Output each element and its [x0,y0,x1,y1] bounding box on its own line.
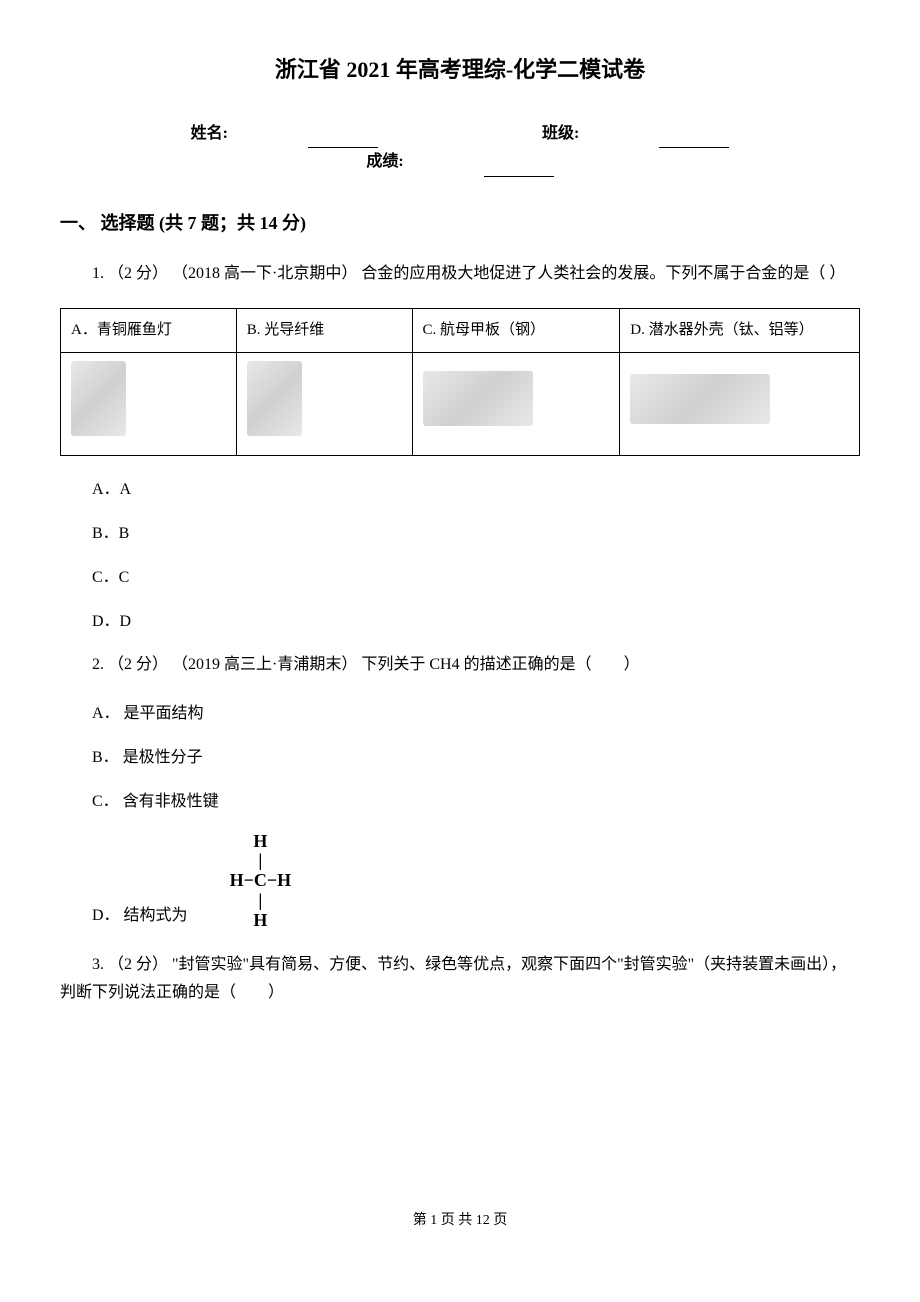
table-header-d: D. 潜水器外壳（钛、铝等） [620,309,860,353]
q1-option-c: C．C [60,564,860,593]
table-header-b: B. 光导纤维 [236,309,412,353]
question-1: 1. （2 分） （2018 高一下·北京期中） 合金的应用极大地促进了人类社会… [60,260,860,289]
q1-option-a: A．A [60,476,860,505]
score-underline [484,161,554,177]
header-fields: 姓名: 班级: 成绩: [60,120,860,178]
q2-option-d: D． 结构式为 H | H−C−H | H [60,832,860,931]
page-footer: 第 1 页 共 12 页 [60,1208,860,1233]
formula-top: H [198,832,292,852]
formula-top-bond: | [198,851,292,871]
q2-option-c: C． 含有非极性键 [60,788,860,817]
q2-text: 下列关于 CH4 的描述正确的是（ ） [361,656,639,673]
formula-bot: H [198,911,292,931]
name-label: 姓名: [191,120,228,149]
bronze-lamp-image [71,361,126,436]
table-image-cell-b [236,353,412,456]
name-field: 姓名: [151,120,418,149]
question-2: 2. （2 分） （2019 高三上·青浦期末） 下列关于 CH4 的描述正确的… [60,651,860,680]
q1-number: 1. [92,265,104,282]
q1-options-table: A．青铜雁鱼灯 B. 光导纤维 C. 航母甲板（钢） D. 潜水器外壳（钛、铝等… [60,308,860,456]
class-field: 班级: [502,120,769,149]
table-header-a: A．青铜雁鱼灯 [61,309,237,353]
table-header-c: C. 航母甲板（钢） [412,309,620,353]
carrier-ship-image [423,371,533,426]
optical-fiber-image [247,361,302,436]
submersible-image [630,374,770,424]
table-image-cell-c [412,353,620,456]
score-field: 成绩: [326,148,593,177]
q2-points: （2 分） [108,656,168,673]
section-title: 一、 选择题 (共 7 题；共 14 分) [60,207,860,239]
q3-points: （2 分） [108,956,168,973]
q3-number: 3. [92,956,104,973]
score-label: 成绩: [366,148,403,177]
q1-option-b: B．B [60,520,860,549]
q2-number: 2. [92,656,104,673]
table-image-row [61,353,860,456]
formula-mid: H−C−H [198,871,292,891]
formula-bot-bond: | [198,891,292,911]
question-3: 3. （2 分） "封管实验"具有简易、方便、节约、绿色等优点，观察下面四个"封… [60,951,860,1009]
name-underline [308,132,378,148]
class-underline [659,132,729,148]
q2-source: （2019 高三上·青浦期末） [172,656,357,673]
q1-source: （2018 高一下·北京期中） [172,265,357,282]
q2-option-b: B． 是极性分子 [60,744,860,773]
class-label: 班级: [542,120,579,149]
ch4-structure-formula: H | H−C−H | H [198,832,292,931]
q2-option-a: A． 是平面结构 [60,700,860,729]
table-image-cell-d [620,353,860,456]
q3-text: "封管实验"具有简易、方便、节约、绿色等优点，观察下面四个"封管实验"（夹持装置… [60,956,846,1002]
q1-points: （2 分） [108,265,168,282]
q1-option-d: D．D [60,608,860,637]
table-header-row: A．青铜雁鱼灯 B. 光导纤维 C. 航母甲板（钢） D. 潜水器外壳（钛、铝等… [61,309,860,353]
q2-option-d-prefix: D． 结构式为 [60,902,188,931]
q1-text: 合金的应用极大地促进了人类社会的发展。下列不属于合金的是（ ） [361,265,845,282]
table-image-cell-a [61,353,237,456]
exam-title: 浙江省 2021 年高考理综-化学二模试卷 [60,50,860,90]
